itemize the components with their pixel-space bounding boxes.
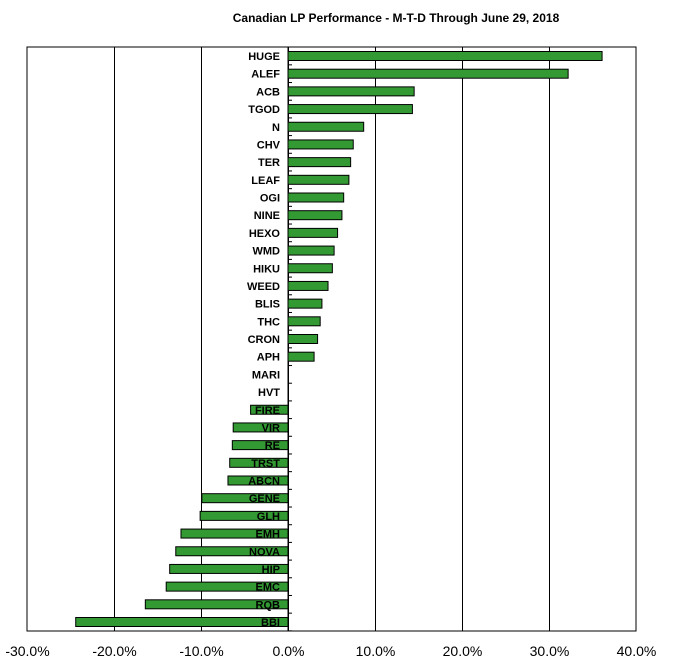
bar-ter xyxy=(287,157,352,168)
category-label: HUGE xyxy=(248,51,280,63)
bar-tgod xyxy=(287,104,413,115)
x-tick-label: 20.0% xyxy=(443,643,483,659)
category-label: WEED xyxy=(247,281,280,293)
category-label: LEAF xyxy=(251,175,280,187)
bar-alef xyxy=(287,68,569,79)
bar-leaf xyxy=(287,174,350,185)
bar-chv xyxy=(287,139,354,150)
category-label: BLIS xyxy=(255,299,280,311)
category-label: N xyxy=(272,122,280,134)
bar-ogi xyxy=(287,192,345,203)
category-label: RE xyxy=(265,440,280,452)
category-label: THC xyxy=(257,316,280,328)
bar-acb xyxy=(287,86,415,97)
bar-thc xyxy=(287,316,321,327)
bar-cron xyxy=(287,334,319,344)
bar-aph xyxy=(287,351,315,362)
bar-hexo xyxy=(287,227,339,238)
x-tick-label: 10.0% xyxy=(356,643,396,659)
category-label: BBI xyxy=(261,617,280,629)
category-label: VIR xyxy=(262,422,280,434)
bar-huge xyxy=(287,51,603,61)
category-label: ALEF xyxy=(251,69,280,81)
category-label: APH xyxy=(257,352,280,364)
category-label: TGOD xyxy=(248,104,280,116)
category-label: NOVA xyxy=(249,546,280,558)
category-label: EMH xyxy=(256,529,281,541)
bar-hiku xyxy=(287,263,333,274)
category-label: HVT xyxy=(258,387,280,399)
chart-title: Canadian LP Performance - M-T-D Through … xyxy=(233,11,560,25)
x-tick-label: 40.0% xyxy=(617,643,657,659)
category-label: EMC xyxy=(256,582,281,594)
category-label: WMD xyxy=(253,246,281,258)
plot-area xyxy=(26,46,637,632)
x-tick-label: 30.0% xyxy=(530,643,570,659)
category-label: ABCN xyxy=(248,476,280,488)
x-tick-label: 0.0% xyxy=(273,643,305,659)
bar-weed xyxy=(287,280,329,291)
bar-blis xyxy=(287,298,323,309)
category-label: HIKU xyxy=(253,263,280,275)
category-label: CHV xyxy=(257,139,281,151)
x-tick-label: -10.0% xyxy=(179,643,223,659)
category-label: TER xyxy=(258,157,280,169)
bar-wmd xyxy=(287,245,335,256)
bar-n xyxy=(287,121,365,132)
category-label: MARI xyxy=(252,369,280,381)
x-tick-label: -30.0% xyxy=(5,643,49,659)
x-tick-label: -20.0% xyxy=(92,643,136,659)
category-label: NINE xyxy=(254,210,280,222)
category-label: GLH xyxy=(257,511,280,523)
bar-nine xyxy=(287,210,343,221)
category-label: TRST xyxy=(251,458,280,470)
category-label: HEXO xyxy=(249,228,281,240)
category-label: ACB xyxy=(256,86,280,98)
category-label: GENE xyxy=(249,493,280,505)
category-label: CRON xyxy=(248,334,280,346)
category-label: HIP xyxy=(262,564,280,576)
category-label: RQB xyxy=(256,599,281,611)
category-label: FIRE xyxy=(255,405,280,417)
bar-bbi xyxy=(75,617,289,627)
category-label: OGI xyxy=(260,193,280,205)
